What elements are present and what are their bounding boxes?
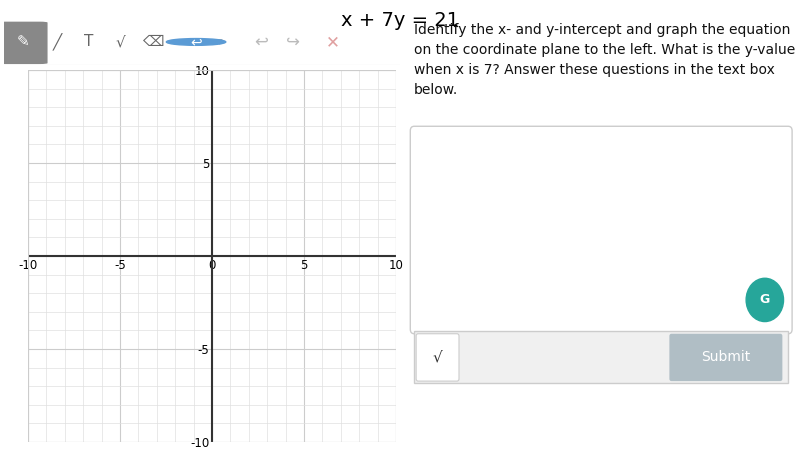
Text: ✕: ✕ [326, 33, 340, 51]
FancyBboxPatch shape [416, 334, 459, 381]
Text: G: G [760, 294, 770, 306]
Text: ╱: ╱ [53, 33, 62, 51]
Text: √: √ [116, 34, 126, 50]
Text: Identify the x- and y-intercept and graph the equation
on the coordinate plane t: Identify the x- and y-intercept and grap… [414, 23, 795, 97]
FancyBboxPatch shape [670, 334, 782, 381]
Circle shape [746, 278, 783, 322]
Text: ↩: ↩ [190, 35, 202, 49]
Text: ⌫: ⌫ [142, 34, 163, 50]
FancyBboxPatch shape [0, 22, 47, 64]
Text: √: √ [433, 350, 442, 365]
Text: T: T [85, 34, 94, 50]
FancyBboxPatch shape [410, 126, 792, 334]
Text: ▾: ▾ [217, 37, 222, 47]
Circle shape [166, 39, 226, 45]
Text: ✎: ✎ [17, 34, 30, 50]
Text: ↪: ↪ [286, 33, 300, 51]
Text: Submit: Submit [702, 350, 750, 364]
FancyBboxPatch shape [414, 331, 788, 383]
Text: ↩: ↩ [254, 33, 268, 51]
Text: x + 7y = 21: x + 7y = 21 [341, 11, 459, 30]
